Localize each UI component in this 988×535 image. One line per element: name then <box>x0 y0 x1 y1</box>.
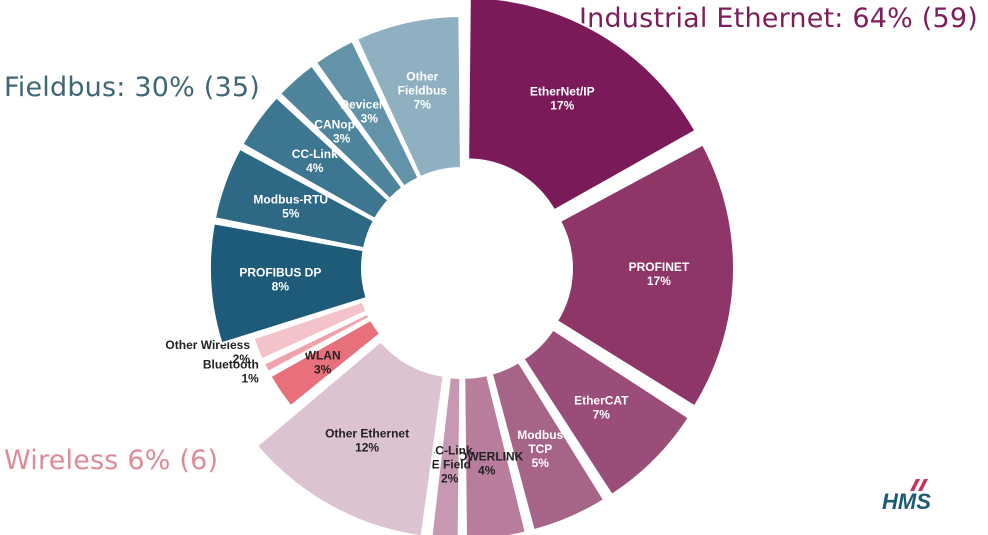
slice-canopen <box>278 64 404 201</box>
slice-profinet <box>555 143 735 408</box>
slice-label-ethernet-ip: EtherNet/IP 17% <box>530 84 595 112</box>
logo-text: HMS <box>882 489 931 513</box>
slice-label-devicenet: DeviceNet 3% <box>340 97 398 125</box>
slice-label-cc-link-ie-field: CC-Link IE Field 2% <box>427 444 473 486</box>
slice-other-fieldbus <box>355 15 462 179</box>
slice-label-wlan: WLAN 3% <box>305 349 341 377</box>
wireless-title: Wireless 6% (6) <box>4 445 219 476</box>
slice-cc-link <box>241 96 390 221</box>
slice-wlan <box>269 318 382 408</box>
slice-label-modbus-rtu: Modbus-RTU 5% <box>253 192 328 220</box>
slice-label-other-ethernet: Other Ethernet 12% <box>325 427 409 455</box>
slice-powerlink <box>463 373 527 535</box>
slice-other-ethernet <box>255 339 445 535</box>
fieldbus-title: Fieldbus: 30% (35) <box>4 72 260 103</box>
slice-label-canopen: CANopen 3% <box>314 117 369 145</box>
slice-label-other-fieldbus: Other Fieldbus 7% <box>398 69 448 111</box>
slice-label-powerlink: POWERLINK 4% <box>450 449 524 477</box>
slice-modbus-tcp <box>490 360 606 532</box>
slice-label-cc-link: CC-Link 4% <box>292 147 338 175</box>
slice-cc-link-ie-field <box>430 376 462 535</box>
slice-modbus-rtu <box>213 147 376 250</box>
slice-ethercat <box>522 328 691 497</box>
slice-ethernet-ip <box>467 0 697 212</box>
slice-label-profinet: PROFINET 17% <box>629 260 690 288</box>
slice-label-ethercat: EtherCAT 7% <box>574 393 629 421</box>
slice-bluetooth <box>262 312 371 374</box>
slice-profibus-dp <box>209 222 368 345</box>
slice-other-wireless <box>252 300 368 361</box>
slice-devicenet <box>314 39 420 188</box>
hms-logo: HMS <box>882 479 931 513</box>
slice-label-profibus-dp: PROFIBUS DP 8% <box>239 265 321 293</box>
slice-label-modbus-tcp: Modbus TCP 5% <box>517 428 563 470</box>
industrial-ethernet-title: Industrial Ethernet: 64% (59) <box>578 3 978 34</box>
slice-label-bluetooth: Bluetooth 1% <box>203 358 259 386</box>
